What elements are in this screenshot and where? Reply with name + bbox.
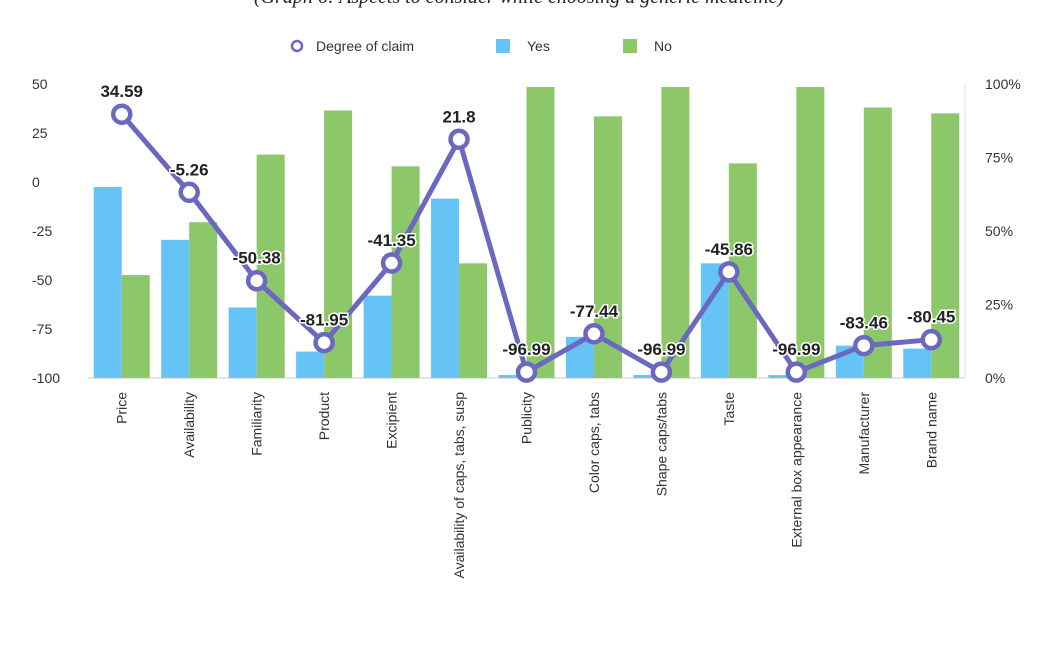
- line-marker: [788, 364, 805, 381]
- y-left-tick-label: -50: [32, 272, 52, 288]
- category-label: Familiarity: [249, 392, 265, 456]
- data-label: -96.99: [502, 340, 550, 359]
- data-label: -80.45: [907, 308, 955, 327]
- legend-swatch-no: [623, 39, 637, 53]
- category-label: Availability: [181, 392, 197, 458]
- category-label: Brand name: [923, 392, 939, 468]
- line-marker: [248, 272, 265, 289]
- category-label: Shape caps/tabs: [653, 392, 669, 496]
- data-label: -50.38: [233, 249, 281, 268]
- data-label: -5.26: [170, 160, 209, 179]
- category-label: Color caps, tabs: [586, 392, 602, 493]
- chart-legend: Degree of claim Yes No: [292, 38, 672, 54]
- line-marker: [653, 364, 670, 381]
- bar-no: [796, 87, 824, 378]
- legend-swatch-yes: [496, 39, 510, 53]
- line-marker: [518, 364, 535, 381]
- bar-no: [527, 87, 555, 378]
- legend-label-yes: Yes: [527, 38, 550, 54]
- line-marker: [585, 325, 602, 342]
- bar-yes: [161, 240, 189, 378]
- category-label: Manufacturer: [856, 392, 872, 475]
- legend-label-degree-of-claim: Degree of claim: [316, 38, 414, 54]
- category-label: Excipient: [384, 392, 400, 449]
- legend-label-no: No: [654, 38, 672, 54]
- y-right-tick-label: 0%: [985, 370, 1005, 386]
- y-left-tick-label: 50: [32, 76, 48, 92]
- y-left-tick-label: 0: [32, 174, 40, 190]
- bar-series: [94, 87, 960, 378]
- data-label: -41.35: [367, 231, 415, 250]
- category-label: Price: [114, 392, 130, 424]
- category-labels: Price Availability Familiarity Product Excip…: [114, 392, 940, 579]
- data-label: -77.44: [570, 302, 619, 321]
- bar-no: [189, 222, 217, 378]
- bar-yes: [296, 352, 324, 378]
- y-left-tick-label: -25: [32, 223, 52, 239]
- bar-yes: [229, 307, 257, 378]
- data-label: 21.8: [442, 107, 475, 126]
- bar-yes: [903, 349, 931, 378]
- bar-yes: [94, 187, 122, 378]
- category-label: Taste: [721, 392, 737, 426]
- line-marker: [113, 106, 130, 123]
- bar-no: [459, 263, 487, 378]
- line-marker: [181, 184, 198, 201]
- y-right-tick-label: 75%: [985, 150, 1013, 166]
- category-label: Publicity: [519, 392, 535, 444]
- data-label: -81.95: [300, 311, 348, 330]
- data-label: -45.86: [705, 240, 753, 259]
- line-marker: [383, 255, 400, 272]
- y-right-tick-label: 25%: [985, 297, 1013, 313]
- line-marker: [720, 263, 737, 280]
- legend-marker-degree-of-claim: [292, 41, 302, 51]
- category-label: External box appearance: [788, 392, 804, 548]
- y-left-tick-label: -75: [32, 321, 52, 337]
- y-right-tick-label: 50%: [985, 223, 1013, 239]
- bar-no: [122, 275, 150, 378]
- category-label: Availability of caps, tabs, susp: [451, 392, 467, 579]
- y-left-tick-label: 25: [32, 125, 48, 141]
- line-marker: [316, 334, 333, 351]
- bar-yes: [364, 296, 392, 378]
- data-label: -83.46: [840, 314, 888, 333]
- bar-yes: [431, 199, 459, 378]
- line-marker: [451, 131, 468, 148]
- data-label: -96.99: [772, 340, 820, 359]
- data-label: 34.59: [100, 82, 143, 101]
- y-left-tick-label: -100: [32, 370, 60, 386]
- data-label: -96.99: [637, 340, 685, 359]
- line-marker: [855, 337, 872, 354]
- y-right-tick-label: 100%: [985, 76, 1021, 92]
- category-label: Product: [316, 392, 332, 440]
- line-marker: [923, 331, 940, 348]
